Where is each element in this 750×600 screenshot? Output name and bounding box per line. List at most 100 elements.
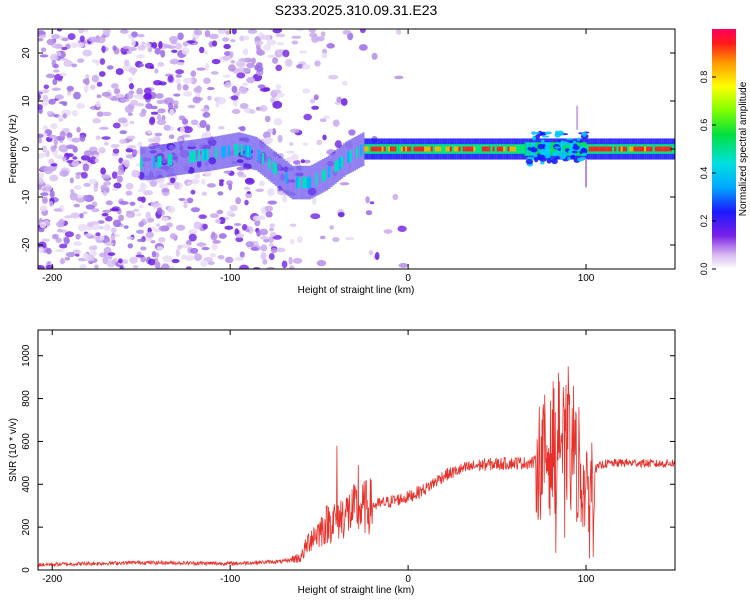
spectrogram-noise-cell [190, 119, 199, 126]
spectrogram-peak-cell [422, 146, 425, 152]
spectrogram-burst-cell [576, 157, 585, 162]
spectrogram-band-cell [313, 163, 316, 198]
spectrogram-noise-cell [275, 33, 286, 38]
spectrogram-band-cell [229, 133, 233, 168]
spectrogram-ridge-cell [340, 156, 344, 168]
spectrogram-noise-cell [38, 172, 44, 179]
snr-x-tick-label: -100 [220, 574, 240, 585]
spectrogram-noise-cell [231, 85, 238, 93]
spectrogram-noise-cell [250, 246, 259, 251]
spectrogram-noise-cell [239, 251, 245, 258]
colorbar-gradient [712, 29, 736, 269]
spectrogram-ridge-cell [197, 149, 201, 162]
spectrogram-noise-cell [285, 150, 295, 154]
spectrogram-noise-cell [124, 59, 130, 66]
spectrogram-ridge-cell [167, 154, 171, 166]
spectrogram-noise-cell [336, 96, 343, 103]
spectrogram-noise-cell [329, 225, 335, 230]
spectrogram-noise-cell [242, 48, 249, 56]
spectrogram-noise-cell [217, 97, 227, 105]
spectrogram-noise-cell [199, 46, 205, 54]
spectrogram-noise-cell [137, 44, 146, 51]
spectrogram-noise-cell [53, 138, 59, 147]
spectrogram-ridge-cell [274, 163, 277, 175]
spectrogram-peak-cell [641, 146, 645, 152]
spectrogram-noise-cell [256, 65, 264, 72]
spectrogram-noise-cell [94, 264, 99, 269]
spectrogram-ridge-cell [347, 151, 350, 164]
spectrogram-noise-cell [144, 92, 152, 99]
spectrogram-peak-cell [424, 146, 427, 152]
snr-y-tick-label: 200 [21, 518, 32, 535]
spectrogram-noise-cell [229, 204, 238, 212]
spectrogram-noise-cell [127, 112, 133, 116]
spectrogram-peak-cell [607, 146, 611, 152]
spectrogram-noise-cell [238, 87, 248, 95]
spectrogram-noise-cell [61, 37, 69, 42]
spectrogram-noise-cell [365, 210, 373, 216]
spectrogram-ridge-cell [368, 144, 371, 154]
spectrogram-burst-cell [541, 135, 550, 138]
spectrogram-noise-cell [129, 120, 135, 125]
spectrogram-noise-cell [96, 94, 102, 99]
spectrogram-noise-cell [235, 233, 245, 238]
spectrogram-noise-cell [267, 200, 278, 205]
spectrogram-noise-cell [110, 83, 119, 89]
spectrogram-noise-cell [392, 193, 399, 201]
snr-x-tick-label: -200 [42, 574, 62, 585]
spectrogram-noise-cell [182, 41, 189, 47]
spectrogram-noise-cell [125, 211, 136, 218]
colorbar-tick-label: 0.8 [699, 71, 709, 84]
spectrogram-ridge-cell [170, 153, 173, 166]
spectrogram-noise-cell [337, 211, 345, 218]
spectrogram-band-cell [330, 153, 333, 188]
spectrogram-noise-cell [289, 223, 297, 227]
spectrogram-noise-cell [154, 261, 161, 269]
spectrogram-noise-cell [150, 240, 156, 244]
spectrogram-ridge-cell [385, 144, 388, 154]
spectrogram-noise-cell [181, 243, 190, 249]
spectrogram-noise-cell [130, 38, 136, 47]
spectrogram-noise-cell [251, 57, 256, 64]
spectrogram-noise-cell [122, 45, 131, 50]
spectrogram-noise-cell [48, 134, 58, 139]
spectrogram-noise-cell [41, 196, 48, 204]
spectrogram-noise-cell [46, 111, 53, 115]
spectrogram-band-cell [242, 133, 245, 168]
spectrogram-ridge-cell [298, 176, 301, 189]
spectrogram-noise-cell [241, 82, 248, 87]
spectrogram-ridge-cell [548, 142, 551, 156]
spectrogram-ridge-cell [261, 152, 265, 165]
spectrogram-band-cell [281, 157, 284, 192]
spectrogram-ridge-cell [227, 145, 230, 157]
spectrogram-noise-cell [125, 148, 134, 153]
spectrogram-burst-cell [535, 132, 540, 135]
spectrogram-noise-cell [64, 231, 74, 238]
spectrogram-ridge-cell [612, 144, 615, 154]
spectrogram-noise-cell [102, 256, 109, 265]
spectrogram-y-tick-label: 10 [21, 95, 32, 107]
spectrogram-ridge-cell [214, 147, 218, 159]
spectrogram-noise-cell [167, 205, 176, 214]
spectrogram-noise-cell [79, 134, 86, 142]
spectrogram-peak-cell [644, 146, 647, 152]
spectrogram-noise-cell [194, 173, 201, 179]
spectrogram-noise-cell [41, 145, 47, 153]
spectrogram-noise-cell [256, 49, 266, 56]
spectrogram-noise-cell [87, 36, 98, 43]
spectrogram-noise-cell [75, 233, 81, 240]
spectrogram-noise-cell [126, 236, 134, 240]
spectrogram-noise-cell [77, 223, 87, 232]
spectrogram-noise-cell [296, 236, 303, 243]
spectrogram-ridge-cell [296, 176, 299, 189]
spectrogram-noise-cell [45, 150, 50, 157]
spectrogram-band-cell [238, 132, 241, 166]
spectrogram-peak-cell [592, 146, 596, 152]
spectrogram-noise-cell [268, 252, 275, 261]
spectrogram-noise-cell [50, 145, 56, 152]
spectrogram-noise-cell [275, 247, 286, 253]
spectrogram-peak-cell [447, 146, 450, 152]
spectrogram-noise-cell [312, 197, 317, 206]
spectrogram-noise-cell [155, 93, 164, 99]
spectrogram-noise-cell [49, 174, 59, 182]
